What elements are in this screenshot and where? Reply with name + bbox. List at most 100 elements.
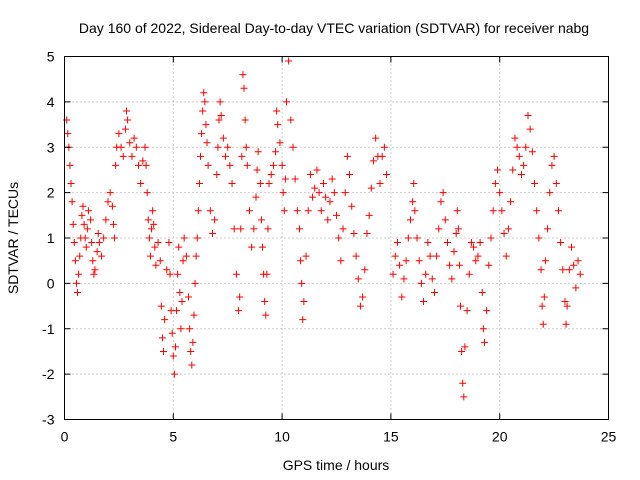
data-point <box>139 157 147 165</box>
data-point <box>204 161 212 169</box>
data-point <box>194 207 202 215</box>
data-point <box>70 239 78 247</box>
data-point <box>576 270 584 278</box>
data-point <box>195 180 203 188</box>
data-point <box>253 166 261 174</box>
chart-title: Day 160 of 2022, Sidereal Day-to-day VTE… <box>79 20 589 36</box>
data-point <box>450 248 458 256</box>
data-point <box>267 170 275 178</box>
data-point <box>66 161 74 169</box>
data-point <box>274 121 282 129</box>
data-point <box>328 175 336 183</box>
data-point <box>142 161 150 169</box>
data-point <box>115 130 123 138</box>
data-point <box>324 216 332 224</box>
data-point <box>454 225 462 233</box>
data-point <box>435 225 443 233</box>
data-point <box>279 189 287 197</box>
data-point <box>144 216 152 224</box>
data-point <box>248 243 256 251</box>
data-point <box>239 71 247 79</box>
data-point <box>430 288 438 296</box>
data-point <box>261 298 269 306</box>
data-point <box>157 302 165 310</box>
data-point <box>511 134 519 142</box>
data-point <box>313 166 321 174</box>
data-point <box>124 116 132 124</box>
data-point <box>152 261 160 269</box>
data-point <box>417 279 425 287</box>
data-point <box>533 207 541 215</box>
data-point <box>174 270 182 278</box>
data-point <box>539 320 547 328</box>
data-point <box>206 207 214 215</box>
y-tick-label: -1 <box>42 321 55 337</box>
data-point <box>128 152 136 160</box>
data-point <box>236 293 244 301</box>
data-point <box>74 288 82 296</box>
data-point <box>263 270 271 278</box>
data-point <box>176 288 184 296</box>
data-point <box>89 257 97 265</box>
data-point <box>483 307 491 315</box>
data-point <box>121 125 129 133</box>
data-point <box>413 234 421 242</box>
data-point <box>480 338 488 346</box>
data-point <box>79 202 87 210</box>
data-point <box>95 239 103 247</box>
data-point <box>108 202 116 210</box>
data-point <box>433 252 441 260</box>
data-point <box>448 275 456 283</box>
data-point <box>215 116 223 124</box>
data-point <box>524 111 532 119</box>
data-point <box>565 266 573 274</box>
data-point <box>102 216 110 224</box>
data-point <box>238 152 246 160</box>
data-point <box>361 266 369 274</box>
data-point <box>396 261 404 269</box>
data-point <box>186 325 194 333</box>
data-point <box>315 189 323 197</box>
data-point <box>455 261 463 269</box>
data-point <box>134 161 142 169</box>
data-point <box>428 275 436 283</box>
data-point <box>64 130 72 138</box>
data-point <box>376 180 384 188</box>
data-point <box>470 243 478 251</box>
data-point <box>367 184 375 192</box>
data-point <box>83 225 91 233</box>
data-point <box>170 370 178 378</box>
data-point <box>509 166 517 174</box>
data-point <box>337 257 345 265</box>
data-point <box>166 270 174 278</box>
data-point <box>168 329 176 337</box>
data-point <box>365 211 373 219</box>
data-point <box>213 170 221 178</box>
data-point <box>540 293 548 301</box>
data-point <box>409 198 417 206</box>
data-point <box>443 239 451 247</box>
data-point <box>476 239 484 247</box>
data-point <box>112 161 120 169</box>
data-point <box>300 298 308 306</box>
data-point <box>554 207 562 215</box>
data-point <box>393 239 401 247</box>
data-point <box>123 107 131 115</box>
data-point <box>348 202 356 210</box>
data-point <box>378 152 386 160</box>
data-point <box>572 284 580 292</box>
y-tick-label: 1 <box>47 230 55 246</box>
data-point <box>520 161 528 169</box>
data-point <box>297 257 305 265</box>
data-point <box>132 143 140 151</box>
data-point <box>126 139 134 147</box>
data-point <box>478 288 486 296</box>
data-point <box>363 229 371 237</box>
data-point <box>502 252 510 260</box>
y-tick-label: 0 <box>47 275 55 291</box>
data-point <box>287 116 295 124</box>
data-point <box>180 234 188 242</box>
data-point <box>137 180 145 188</box>
data-point <box>298 279 306 287</box>
data-point <box>537 266 545 274</box>
